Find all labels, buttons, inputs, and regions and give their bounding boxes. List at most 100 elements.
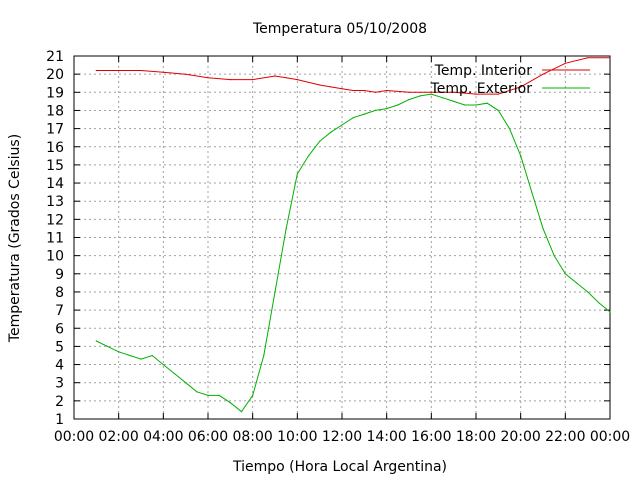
data-point	[587, 291, 589, 293]
data-point	[296, 173, 298, 175]
data-point	[475, 93, 477, 95]
data-point	[464, 104, 466, 106]
data-point	[207, 394, 209, 396]
data-point	[497, 109, 499, 111]
data-point	[374, 91, 377, 93]
data-point	[95, 69, 97, 72]
y-axis-title: Temperatura (Grados Celsius)	[7, 134, 23, 343]
data-point	[587, 57, 589, 59]
y-tick-label: 12	[46, 212, 64, 228]
data-point	[274, 291, 276, 293]
grid-lines	[74, 56, 610, 419]
data-point	[185, 382, 187, 384]
x-tick-label: 22:00	[545, 429, 585, 445]
data-point	[430, 91, 432, 93]
data-point	[319, 84, 321, 86]
data-point	[129, 354, 131, 357]
data-point	[229, 79, 231, 81]
chart-title: Temperatura 05/10/2008	[252, 21, 427, 37]
y-tick-label: 19	[46, 85, 64, 101]
data-point	[486, 102, 488, 104]
y-tick-label: 16	[46, 140, 64, 156]
data-point	[374, 109, 377, 111]
data-point	[173, 373, 176, 375]
data-point	[408, 91, 410, 93]
data-point	[408, 99, 410, 101]
data-point	[497, 93, 499, 95]
series-line-interior	[96, 57, 610, 95]
data-point	[397, 104, 399, 106]
data-point	[598, 302, 600, 304]
data-point	[441, 97, 444, 99]
x-tick-label: 06:00	[188, 429, 228, 445]
data-point	[151, 354, 153, 357]
data-point	[508, 128, 511, 130]
data-point	[252, 79, 254, 81]
data-point	[296, 79, 298, 81]
data-point	[95, 340, 97, 342]
data-point	[363, 113, 365, 115]
data-point	[575, 282, 578, 284]
data-point	[140, 69, 142, 72]
x-tick-label: 14:00	[366, 429, 406, 445]
y-tick-label: 1	[55, 412, 64, 428]
data-point	[218, 394, 220, 396]
data-point	[475, 104, 477, 106]
plot-frame	[73, 55, 611, 420]
legend-label-interior: Temp. Interior	[434, 63, 533, 79]
y-tick-label: 18	[46, 103, 64, 119]
data-series	[95, 57, 611, 413]
y-tick-label: 20	[46, 67, 64, 83]
data-point	[453, 100, 455, 102]
data-point	[564, 273, 566, 275]
data-point	[609, 311, 611, 313]
data-point	[240, 411, 243, 413]
data-point	[252, 394, 254, 396]
data-point	[118, 69, 120, 72]
data-point	[430, 93, 432, 95]
data-point	[341, 88, 343, 90]
data-point	[185, 73, 187, 75]
y-tick-label: 2	[55, 394, 64, 410]
data-point	[341, 124, 343, 126]
x-tick-label: 12:00	[322, 429, 362, 445]
data-point	[263, 354, 265, 357]
y-tick-label: 11	[46, 231, 64, 247]
y-tick-label: 15	[46, 158, 64, 174]
y-tick-label: 6	[55, 321, 64, 337]
x-tick-label: 10:00	[277, 429, 317, 445]
y-tick-label: 17	[46, 122, 64, 138]
y-tick-label: 14	[46, 176, 64, 192]
data-point	[285, 77, 287, 79]
data-point	[542, 227, 544, 229]
data-point	[352, 89, 354, 92]
data-point	[363, 89, 365, 92]
data-point	[229, 402, 231, 404]
y-tick-label: 4	[55, 358, 64, 374]
data-point	[542, 73, 544, 75]
tick-labels: 00:00 02:00 04:00 06:00 08:00 10:00 12:00 14:00…	[46, 49, 630, 445]
data-point	[162, 71, 164, 73]
data-point	[553, 255, 555, 257]
data-point	[352, 117, 354, 119]
x-tick-label: 02:00	[98, 429, 138, 445]
x-tick-label: 00:00	[54, 429, 94, 445]
x-tick-label: 18:00	[456, 429, 496, 445]
x-tick-label: 04:00	[143, 429, 183, 445]
data-point	[330, 86, 332, 88]
data-point	[609, 57, 611, 59]
legend-label-exterior: Temp. Exterior	[430, 81, 533, 97]
x-tick-label: 16:00	[411, 429, 451, 445]
data-point	[307, 155, 310, 157]
x-tick-label: 00:00	[590, 429, 630, 445]
data-point	[118, 351, 120, 353]
y-tick-label: 9	[55, 267, 64, 283]
data-point	[453, 91, 455, 93]
x-axis-title: Tiempo (Hora Local Argentina)	[232, 459, 447, 475]
data-point	[319, 140, 321, 142]
y-tick-label: 21	[46, 49, 64, 65]
y-tick-label: 5	[55, 339, 64, 355]
x-tick-label: 20:00	[500, 429, 540, 445]
